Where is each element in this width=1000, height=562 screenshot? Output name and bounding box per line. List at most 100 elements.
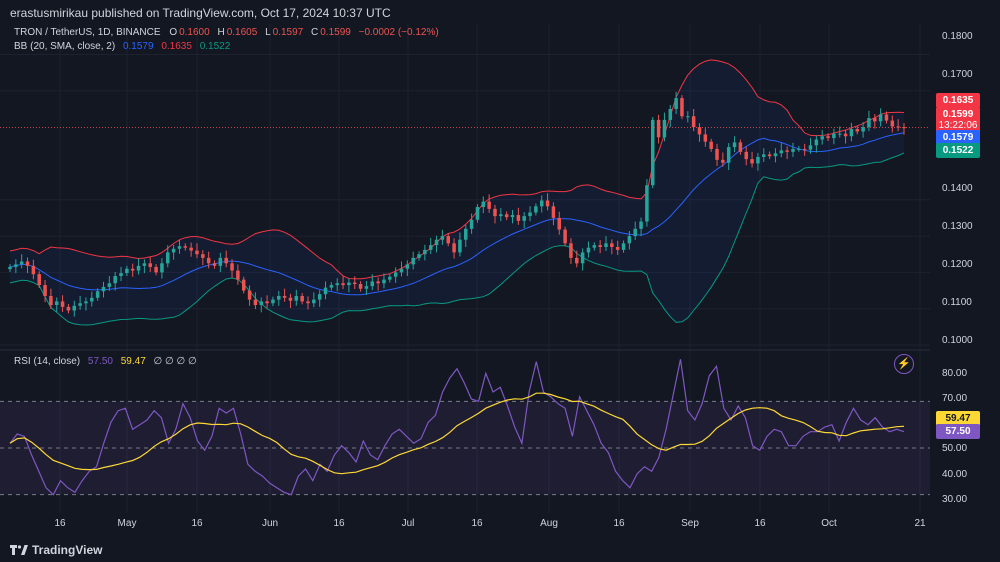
candle-body (621, 243, 626, 250)
candle-body (265, 301, 269, 304)
candle-body (446, 236, 450, 244)
candle-body (469, 219, 474, 229)
bar-countdown: 13:22:06 (938, 120, 978, 131)
tradingview-logo[interactable]: TradingView (10, 543, 102, 557)
bb-upper-price-box: 0.1635 (936, 93, 980, 108)
tradingview-logo-text: TradingView (32, 543, 103, 557)
candle-body (19, 261, 24, 265)
candle-body (703, 134, 708, 142)
rsi-tick: 30.00 (942, 494, 968, 505)
price-tick: 0.1000 (942, 335, 973, 346)
candle-body (347, 282, 351, 286)
time-tick: May (117, 518, 137, 529)
bb-fill (10, 59, 904, 326)
footer (0, 537, 1000, 562)
candle-body (282, 295, 287, 298)
last-price: 0.1599 (942, 109, 974, 120)
candle-body (884, 114, 889, 121)
candle-body (154, 266, 158, 273)
bb-upper-line (9, 59, 905, 280)
candle-body (592, 245, 597, 248)
ohlc-o-label: O (169, 27, 178, 38)
candle-body (516, 215, 521, 221)
candle-body (522, 216, 526, 221)
rsi-ma-line (9, 392, 905, 475)
candle-body (668, 108, 673, 120)
candle-body (639, 221, 643, 229)
candle-body (376, 281, 380, 284)
candle-body (826, 136, 830, 139)
bb-upper-value: 0.1635 (161, 41, 192, 52)
candle-body (861, 127, 865, 132)
ohlc-low: 0.1597 (272, 27, 304, 38)
chart-area[interactable]: TRON / TetherUS, 1D, BINANCE O 0.1600 H 0.… (0, 24, 930, 513)
candle-body (697, 127, 702, 135)
rsi-legend[interactable]: RSI (14, close) 57.50 59.47 ∅ ∅ ∅ ∅ (14, 356, 199, 367)
candle-body (802, 148, 807, 150)
rsi-tick: 80.00 (942, 368, 968, 379)
rsi-extras: ∅ ∅ ∅ ∅ (153, 356, 197, 367)
candle-body (90, 297, 94, 302)
ohlc-h-label: H (217, 27, 225, 38)
candle-body (171, 248, 176, 253)
candle-body (598, 245, 602, 247)
candle-body (60, 301, 65, 307)
candle-body (312, 299, 316, 304)
candle-body (317, 294, 322, 300)
lightning-icon[interactable]: ⚡ (894, 354, 914, 374)
candle-body (569, 243, 573, 258)
time-tick: Aug (540, 518, 558, 529)
ohlc-c-label: C (311, 27, 319, 38)
symbol-title[interactable]: TRON / TetherUS, 1D, BINANCE (14, 27, 161, 38)
price-tick: 0.1300 (942, 221, 973, 232)
candle-body (423, 249, 427, 255)
candle-body (563, 229, 567, 244)
candle-body (113, 276, 117, 284)
candle-body (253, 299, 258, 306)
candle-body (434, 239, 439, 246)
candle-body (721, 159, 725, 163)
bb-legend[interactable]: BB (20, SMA, close, 2) 0.1579 0.1635 0.1… (14, 41, 232, 52)
candle-body (843, 133, 848, 137)
candle-body (335, 283, 339, 286)
candle-body (300, 295, 304, 302)
candle-body (78, 303, 82, 306)
candle-body (686, 116, 690, 118)
candle-body (575, 257, 579, 264)
time-tick: Jun (261, 518, 279, 529)
bb-basis-line (9, 132, 905, 296)
bb-basis-price-box: 0.1579 (936, 130, 980, 145)
top-bar: erastusmirikau published on TradingView.… (0, 0, 1000, 24)
candle-body (662, 119, 667, 138)
chart-canvas[interactable] (0, 24, 930, 513)
candle-body (277, 295, 281, 300)
candle-body (352, 282, 357, 285)
time-tick: 16 (613, 518, 625, 529)
candle-body (580, 252, 585, 264)
candle-body (440, 236, 445, 240)
candle-body (738, 142, 743, 152)
candle-body (873, 118, 877, 122)
time-tick: 16 (754, 518, 766, 529)
candle-body (183, 246, 188, 248)
candle-body (8, 266, 12, 270)
candle-body (849, 128, 854, 137)
candle-body (785, 150, 789, 152)
candle-body (464, 228, 468, 240)
candle-body (142, 263, 147, 266)
time-tick: Jul (401, 518, 415, 529)
candle-body (212, 263, 217, 266)
time-tick: 16 (54, 518, 66, 529)
candle-body (896, 126, 900, 128)
candle-body (744, 151, 748, 160)
bb-lower-price-box: 0.1522 (936, 143, 980, 158)
publisher-line: erastusmirikau published on TradingView.… (10, 6, 391, 20)
bb-basis-value: 0.1579 (122, 41, 154, 52)
candle-body (797, 148, 801, 150)
price-tick: 0.1700 (942, 69, 973, 80)
candle-body (878, 114, 883, 122)
candle-body (539, 200, 544, 207)
candle-body (189, 247, 193, 251)
candle-body (557, 217, 562, 230)
candle-body (534, 206, 538, 213)
